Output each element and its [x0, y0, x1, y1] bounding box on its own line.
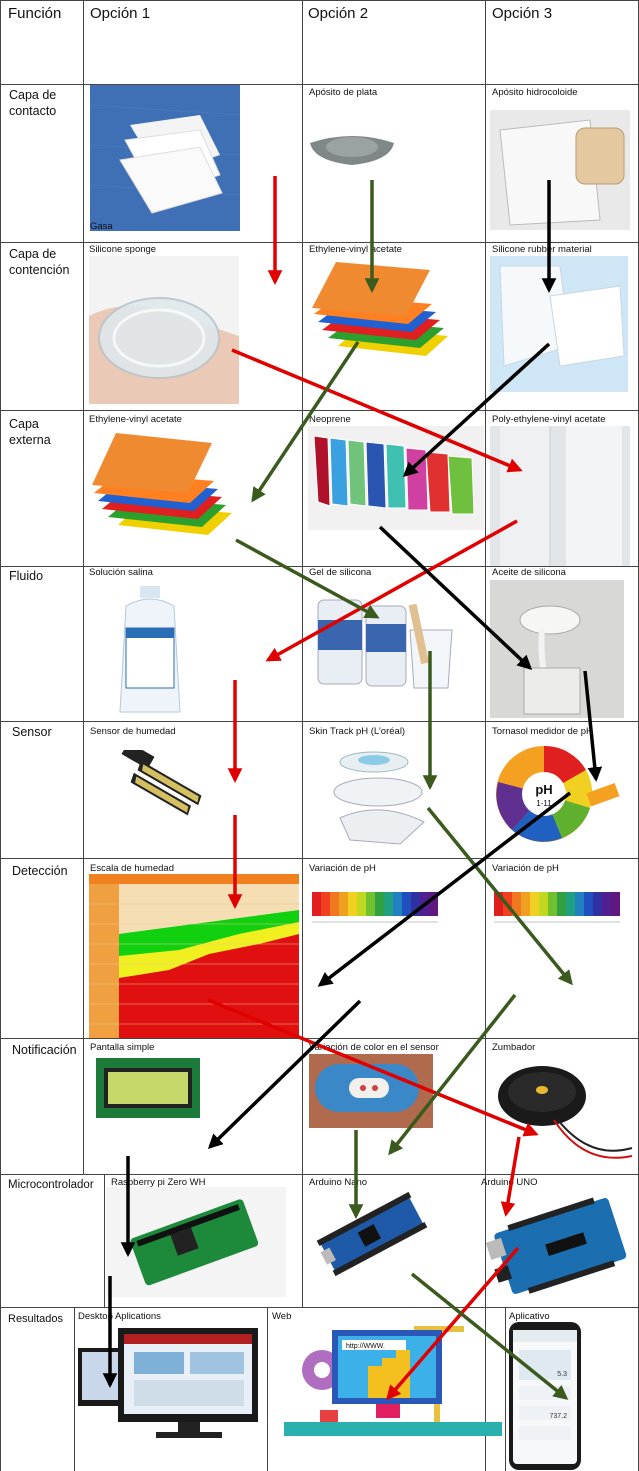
option-label: Pantalla simple: [90, 1042, 155, 1053]
option-label: Web: [272, 1311, 292, 1322]
option-label: Ethylene-vinyl acetate: [309, 244, 402, 255]
grid-line: [0, 1174, 639, 1175]
option-label: Ethylene-vinyl acetate: [89, 414, 182, 425]
poly-eva-film-image: [490, 426, 630, 566]
option-label: Sensor de humedad: [90, 726, 176, 737]
option-label: Neoprene: [309, 414, 351, 425]
ph-strip-label: pH: [535, 782, 552, 797]
row-label-capa-contacto: Capa de contacto: [9, 88, 57, 118]
option-label: Aceite de silicona: [492, 567, 566, 578]
option-label: Poly-ethylene-vinyl acetate: [492, 414, 606, 425]
saline-bottle-image: [119, 586, 181, 713]
litmus-roll-image: pH 1-11: [496, 745, 620, 842]
ph-scale-image: [494, 892, 620, 923]
header-opcion-2: Opción 2: [308, 5, 369, 22]
eva-foam-image: [308, 256, 456, 362]
color-sensor-image: [309, 1054, 433, 1128]
grid-line: [505, 1307, 506, 1471]
grid-line: [0, 242, 639, 243]
moisture-sensor-image: [121, 750, 202, 816]
option-label: Silicone sponge: [89, 244, 157, 255]
option-label: Silicone rubber material: [492, 244, 592, 255]
silicone-oil-image: [490, 580, 624, 718]
desktop-monitors-image: [78, 1328, 258, 1438]
silver-dressing-image: [310, 136, 394, 165]
row-label-sensor: Sensor: [12, 725, 52, 739]
grid-line: [485, 0, 486, 1471]
grid-line: [0, 858, 639, 859]
option-label: Gel de silicona: [309, 567, 372, 578]
silicone-sponge-image: [89, 256, 239, 404]
arduino-uno-image: [486, 1197, 627, 1294]
option-label: Skin Track pH (L’oréal): [309, 726, 406, 737]
raspberry-pi-image: [106, 1187, 286, 1297]
grid-line: [0, 1038, 639, 1039]
grid-line: [0, 1307, 639, 1308]
option-label: Raspberry pi Zero WH: [111, 1177, 206, 1188]
option-label: Gasa: [90, 221, 113, 232]
ph-strip-range: 1-11: [536, 799, 552, 808]
hydrocolloid-image: [490, 110, 630, 230]
gauze-image: [90, 85, 240, 231]
row-label-capa-contencion: Capa de contención: [9, 247, 70, 277]
row-label-fluido: Fluido: [9, 569, 44, 583]
web-url-text: http://WWW.: [346, 1343, 385, 1350]
phone-value-2: 737.2: [549, 1413, 567, 1420]
option-label: Apósito de plata: [309, 87, 378, 98]
row-label-resultados: Resultados: [8, 1313, 64, 1325]
grid-line: [0, 84, 639, 85]
row-label-notificacion: Notificación: [12, 1043, 77, 1057]
option-label: Arduino Nano: [309, 1177, 368, 1188]
ph-scale-image: [312, 892, 438, 923]
grid-line: [302, 0, 303, 1307]
skin-track-ph-image: [333, 751, 425, 845]
grid-line: [0, 721, 639, 722]
option-label: Apósito hidrocoloide: [492, 87, 578, 98]
grid-line: [83, 0, 84, 1174]
option-label: Variación de color en el sensor: [309, 1042, 439, 1053]
grid-line: [267, 1307, 268, 1471]
option-label: Zumbador: [492, 1042, 536, 1053]
option-label: Solución salina: [89, 567, 153, 578]
row-label-microcontrolador: Microcontrolador: [8, 1179, 94, 1191]
option-label: Aplicativo: [509, 1311, 550, 1322]
grid-line: [0, 410, 639, 411]
eva-foam-image: [88, 427, 238, 539]
option-label: Variación de pH: [309, 863, 376, 874]
row-label-capa-externa: Capa externa: [9, 417, 51, 447]
header-funcion: Función: [8, 5, 62, 22]
silicone-gel-image: [317, 599, 453, 689]
row-label-deteccion: Detección: [12, 864, 68, 878]
phone-value-1: 5.3: [557, 1371, 567, 1378]
silicone-rubber-image: [490, 256, 628, 392]
option-label: Arduino UNO: [481, 1177, 538, 1188]
option-label: Escala de humedad: [90, 863, 174, 874]
option-label: Tornasol medidor de pH: [492, 726, 593, 737]
grid-line: [0, 0, 1, 1471]
humidity-scale-image: [89, 874, 299, 1038]
grid-line: [74, 1307, 75, 1471]
option-label: Variación de pH: [492, 863, 559, 874]
arduino-nano-image: [316, 1191, 428, 1277]
grid-line: [0, 0, 639, 1]
neoprene-image: [308, 426, 484, 530]
lcd-display-image: [96, 1058, 200, 1118]
web-illustration-image: http://WWW.: [284, 1326, 502, 1436]
header-opcion-3: Opción 3: [492, 5, 553, 22]
header-opcion-1: Opción 1: [90, 5, 151, 22]
option-label: Desktop Aplications: [78, 1311, 161, 1322]
buzzer-image: [498, 1066, 633, 1159]
smartphone-app-image: 5.3 737.2: [509, 1322, 581, 1470]
grid-line: [104, 1174, 105, 1307]
